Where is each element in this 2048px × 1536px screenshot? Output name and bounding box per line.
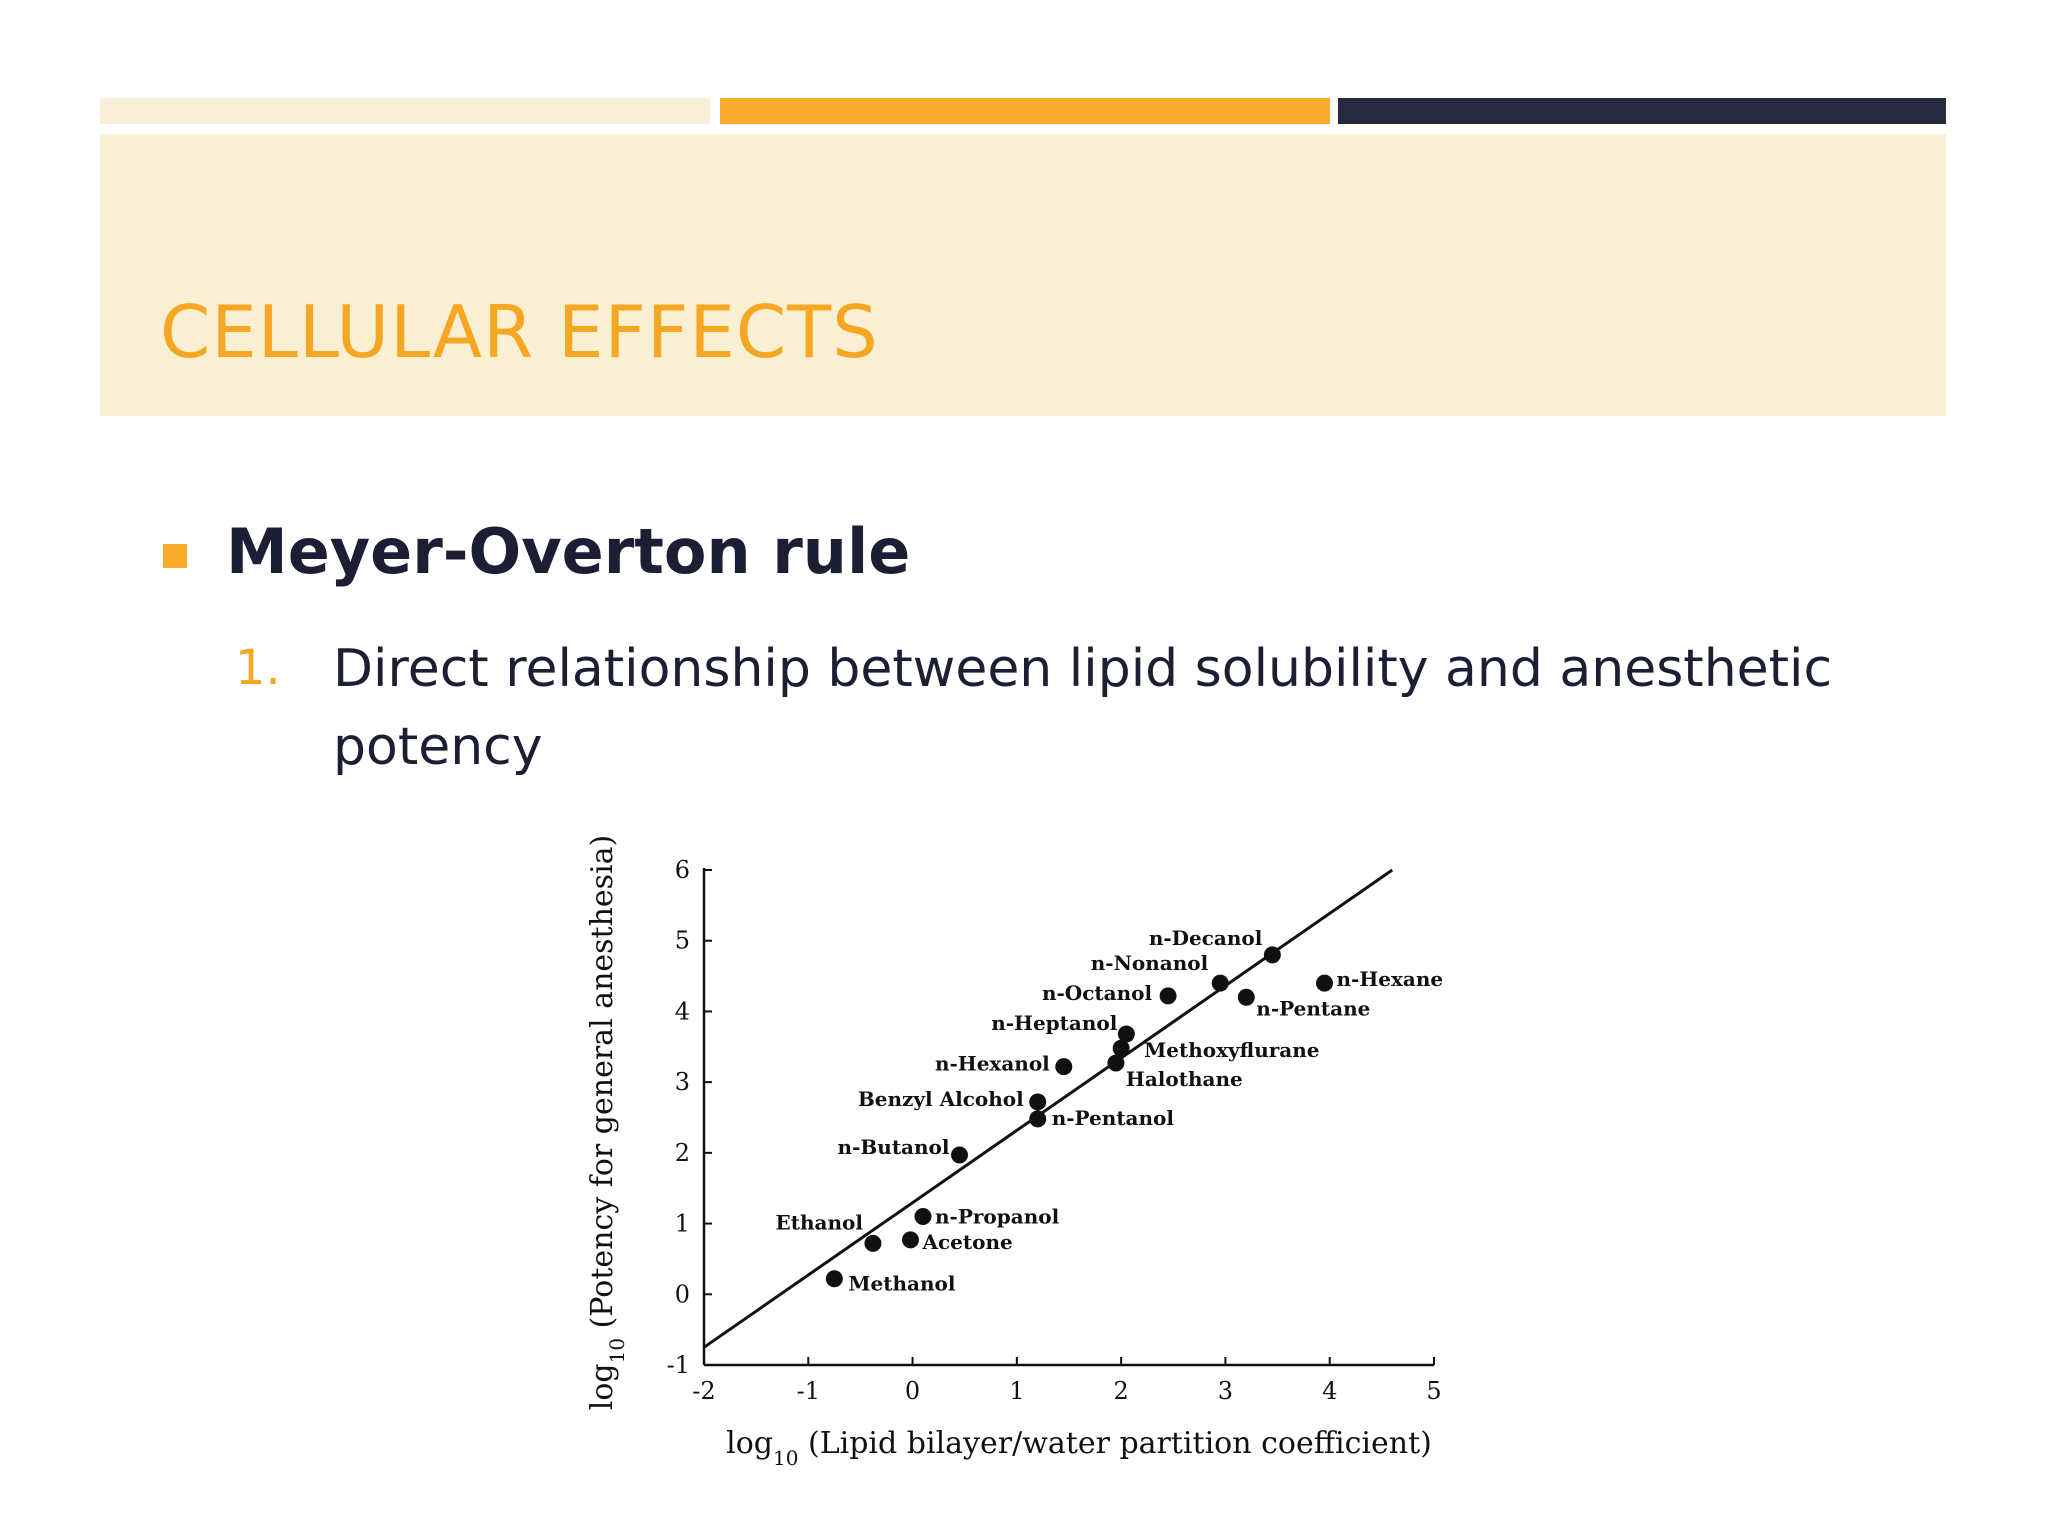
y-tick-label: -1 [667, 1351, 690, 1379]
data-point [1237, 988, 1255, 1006]
point-label: n-Nonanol [1091, 951, 1209, 975]
point-label: n-Octanol [1042, 981, 1153, 1005]
point-label: Methanol [848, 1272, 955, 1296]
point-label: Halothane [1126, 1067, 1243, 1091]
data-point [1159, 987, 1177, 1005]
point-label: n-Hexane [1337, 967, 1444, 991]
x-tick-label: 5 [1426, 1377, 1441, 1405]
point-label: Ethanol [775, 1210, 863, 1234]
fit-line [703, 868, 1394, 1349]
chart-svg: -2 -1 0 1 2 3 4 5-10123456MethanolEthanolAceton… [585, 835, 1444, 1470]
bullet-marker [163, 544, 187, 568]
header-bar-orange [720, 98, 1330, 124]
data-point [1107, 1054, 1125, 1072]
y-tick-label: 5 [675, 927, 690, 955]
y-tick-label: 4 [675, 997, 690, 1025]
data-point [1211, 974, 1229, 992]
data-point [1112, 1039, 1130, 1057]
point-label: Methoxyflurane [1144, 1038, 1319, 1062]
point-label: Acetone [921, 1230, 1012, 1254]
x-tick-label: 0 [905, 1377, 920, 1405]
data-point [914, 1208, 932, 1225]
x-tick-label: 1 [1009, 1377, 1024, 1405]
data-point [1029, 1110, 1047, 1128]
data-point [825, 1270, 843, 1288]
slide-title: CELLULAR EFFECTS [160, 290, 879, 374]
point-label: n-Propanol [935, 1205, 1060, 1229]
point-label: n-Pentane [1256, 996, 1370, 1020]
list-number: 1. [235, 640, 281, 696]
bullet-heading: Meyer-Overton rule [226, 515, 911, 588]
list-item-text: Direct relationship between lipid solubi… [333, 639, 1833, 777]
data-point [1055, 1058, 1073, 1076]
x-tick-label: -2 [692, 1377, 715, 1405]
point-label: n-Decanol [1149, 926, 1263, 950]
y-tick-label: 0 [675, 1280, 690, 1308]
data-point [901, 1231, 919, 1249]
y-tick-label: 3 [675, 1068, 690, 1096]
x-tick-label: -1 [797, 1377, 820, 1405]
header-bar-dark [1338, 98, 1946, 124]
data-point [1263, 946, 1281, 964]
y-tick-label: 2 [675, 1139, 690, 1167]
point-label: n-Hexanol [935, 1052, 1050, 1076]
y-tick-label: 1 [675, 1210, 690, 1238]
x-axis-title: log10 (Lipid bilayer/water partition coe… [726, 1426, 1432, 1470]
data-point [1029, 1093, 1047, 1111]
header-bar-light [100, 98, 710, 124]
data-point [1117, 1025, 1135, 1043]
x-tick-label: 4 [1322, 1377, 1337, 1405]
scatter-chart: -2 -1 0 1 2 3 4 5 -1 0 1 2 3 4 5 6 Methanol Ethanol Aceton… [560, 800, 1560, 1500]
point-label: n-Pentanol [1052, 1106, 1175, 1130]
data-point [864, 1234, 882, 1252]
y-axis-title: log10 (Potency for general anesthesia) [585, 835, 629, 1411]
point-label: n-Butanol [838, 1135, 950, 1159]
data-point [951, 1146, 968, 1164]
title-band [100, 134, 1946, 416]
y-tick-label: 6 [675, 856, 690, 884]
data-point [1316, 974, 1333, 992]
x-tick-label: 3 [1218, 1377, 1233, 1405]
point-label: n-Heptanol [991, 1011, 1118, 1035]
point-label: Benzyl Alcohol [858, 1087, 1024, 1111]
x-tick-label: 2 [1114, 1377, 1129, 1405]
